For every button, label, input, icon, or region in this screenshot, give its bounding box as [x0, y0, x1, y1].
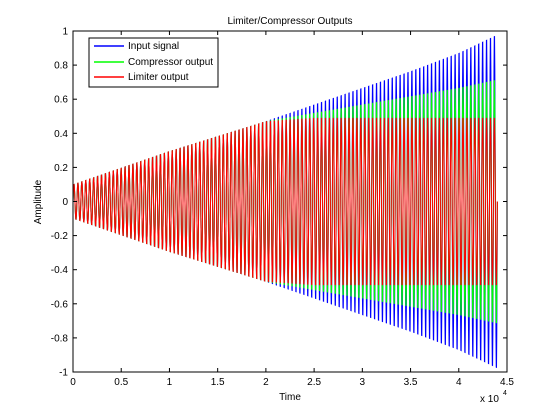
- y-tick-label: 0: [62, 197, 68, 208]
- x-tick-label: 0.5: [114, 377, 128, 388]
- legend: Input signal Compressor output Limiter o…: [89, 38, 218, 87]
- x-axis-label: Time: [279, 392, 301, 403]
- x-tick-label: 3.5: [404, 377, 418, 388]
- chart-title: Limiter/Compressor Outputs: [227, 16, 352, 27]
- legend-entry-compressor: Compressor output: [128, 57, 213, 68]
- x-tick-label: 0: [70, 377, 76, 388]
- y-tick-label: 0.4: [54, 129, 68, 140]
- y-tick-label: -0.6: [51, 299, 69, 310]
- y-tick-label: -0.8: [51, 333, 69, 344]
- x-tick-label: 4: [456, 377, 462, 388]
- x-tick-label: 3: [360, 377, 366, 388]
- x-tick-label: 1.5: [211, 377, 225, 388]
- y-tick-label: 0.2: [54, 163, 68, 174]
- legend-entry-limiter: Limiter output: [128, 72, 189, 83]
- x-tick-label: 4.5: [500, 377, 514, 388]
- legend-entry-input: Input signal: [128, 41, 179, 52]
- y-tick-label: -0.2: [51, 231, 69, 242]
- y-axis-label: Amplitude: [33, 179, 44, 224]
- x-exponent-label: x 10: [480, 394, 499, 405]
- y-tick-label: 0.6: [54, 95, 68, 106]
- y-tick-label: 0.8: [54, 61, 68, 72]
- x-tick-label: 1: [167, 377, 173, 388]
- y-tick-label: 1: [62, 27, 68, 38]
- y-tick-label: -0.4: [51, 265, 69, 276]
- x-exponent: 4: [503, 390, 507, 397]
- x-tick-label: 2.5: [307, 377, 321, 388]
- y-tick-label: -1: [59, 368, 68, 379]
- x-tick-label: 2: [263, 377, 269, 388]
